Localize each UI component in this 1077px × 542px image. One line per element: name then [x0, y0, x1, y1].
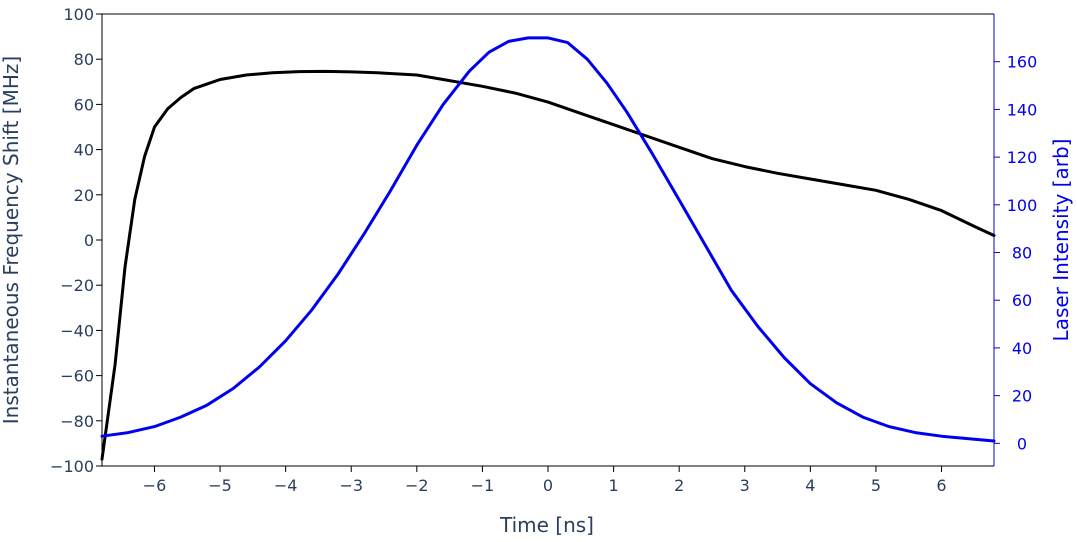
y2-tick-label: 0	[1017, 434, 1027, 453]
y2-tick-label: 160	[1007, 53, 1038, 72]
y-tick-label: −60	[60, 367, 94, 386]
x-tick-label: −1	[471, 476, 495, 495]
y-tick-label: −80	[60, 412, 94, 431]
x-tick-label: −2	[405, 476, 429, 495]
y2-tick-label: 20	[1012, 387, 1032, 406]
x-tick-label: −6	[143, 476, 167, 495]
y-axis-title: Instantaneous Frequency Shift [MHz]	[0, 56, 23, 424]
laser-intensity-line	[100, 36, 996, 443]
y-tick-label: −20	[60, 276, 94, 295]
y-tick-label: 0	[84, 231, 94, 250]
y2-tick-label: 60	[1012, 291, 1032, 310]
x-tick-label: 4	[805, 476, 815, 495]
y-tick-label: 100	[63, 5, 94, 24]
x-tick-label: −4	[274, 476, 298, 495]
ticks-layer: −6 −5 −4 −3 −2 −1 0 1 2 3 4 5 6 −100 −80 −60 −40 −20 0 20 40…	[50, 5, 1037, 495]
y2-tick-label: 120	[1007, 148, 1038, 167]
x-tick-label: 2	[674, 476, 684, 495]
y2-tick-label: 140	[1007, 100, 1038, 119]
y-tick-label: 60	[74, 95, 94, 114]
y-tick-label: −40	[60, 321, 94, 340]
y-tick-label: −100	[50, 457, 94, 476]
y2-tick-label: 40	[1012, 339, 1032, 358]
x-tick-label: 3	[740, 476, 750, 495]
x-tick-label: −5	[208, 476, 232, 495]
frequency-shift-line	[100, 69, 996, 461]
y2-tick-label: 80	[1012, 244, 1032, 263]
series-layer	[100, 36, 996, 461]
x-axis-title: Time [ns]	[499, 513, 594, 537]
y-tick-label: 20	[74, 186, 94, 205]
x-tick-label: 6	[936, 476, 946, 495]
axes-layer	[101, 13, 995, 467]
x-tick-label: 0	[543, 476, 553, 495]
y-tick-label: 40	[74, 141, 94, 160]
x-tick-label: −3	[339, 476, 363, 495]
y-tick-label: 80	[74, 50, 94, 69]
x-tick-label: 1	[608, 476, 618, 495]
y2-axis-title: Laser Intensity [arb]	[1049, 139, 1073, 342]
y2-tick-label: 100	[1007, 196, 1038, 215]
x-tick-label: 5	[871, 476, 881, 495]
